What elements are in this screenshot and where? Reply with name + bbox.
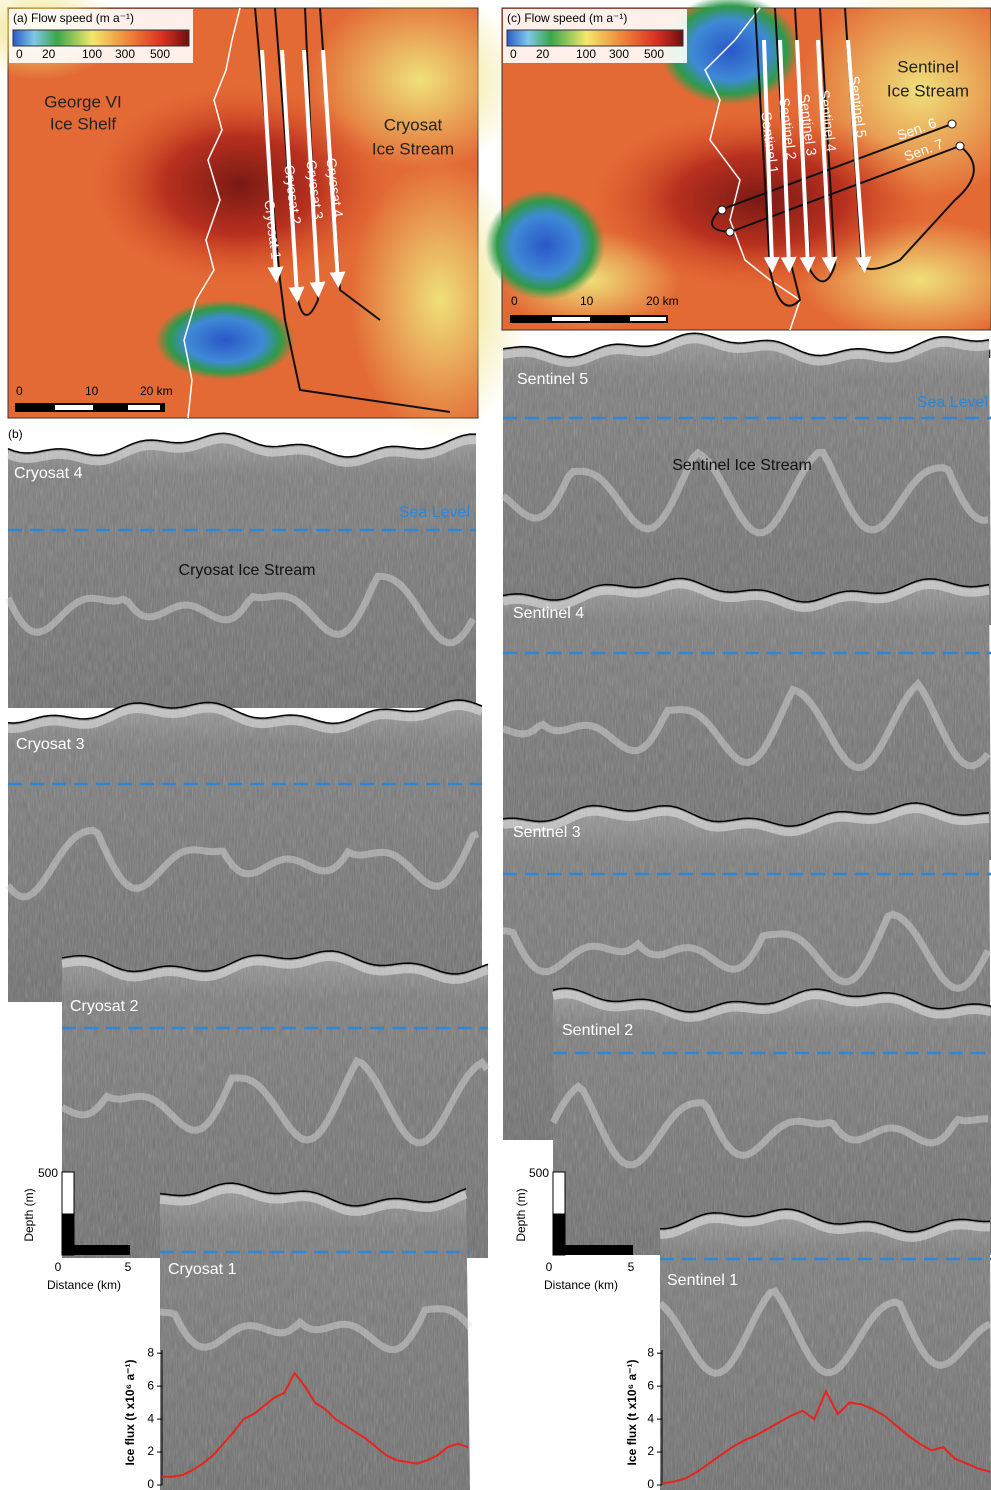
colorbar-tick: 0	[510, 47, 517, 61]
figure: Cryosat 1 Cryosat 2 Cryosat 3 Cryosat 4 …	[0, 0, 991, 1490]
colorbar-tick: 500	[644, 47, 664, 61]
place-label: Cryosat	[384, 115, 443, 134]
track-end	[718, 206, 726, 214]
y-axis-label: Ice flux (t x10⁶ a⁻¹)	[123, 1360, 137, 1466]
map-a: Cryosat 1 Cryosat 2 Cryosat 3 Cryosat 4 …	[0, 0, 530, 440]
radargrams: Cryosat 4 Cryosat 3 Sentinel 5 Sentinel 4 Se…	[8, 333, 991, 1490]
depth-tick: 500	[529, 1166, 549, 1180]
scale-label: 20 km	[646, 294, 679, 308]
map-shade	[155, 300, 295, 380]
depth-label: Depth (m)	[514, 1188, 528, 1241]
radar-noise	[160, 1183, 470, 1490]
y-tick-label: 8	[647, 1345, 654, 1359]
distance-tick: 5	[125, 1260, 132, 1274]
profile-label: Sentinel 1	[667, 1272, 738, 1289]
colorbar-tick: 20	[42, 47, 56, 61]
track-end	[956, 142, 964, 150]
feature-label: Cryosat Ice Stream	[179, 562, 316, 579]
map-shade	[485, 190, 605, 300]
colorbar-tick: 300	[609, 47, 629, 61]
map-shade	[90, 85, 390, 285]
legend-title: (c) Flow speed (m a⁻¹)	[507, 11, 627, 25]
track-end	[726, 228, 734, 236]
y-tick-label: 4	[147, 1411, 154, 1425]
distance-label: Distance (km)	[47, 1278, 121, 1292]
y-tick-label: 4	[647, 1411, 654, 1425]
y-tick-label: 6	[147, 1378, 154, 1392]
scale-bar	[55, 405, 93, 410]
distance-label: Distance (km)	[544, 1278, 618, 1292]
y-tick-label: 0	[647, 1477, 654, 1490]
profile-label: Sentnel 3	[513, 824, 581, 841]
distance-tick: 5	[628, 1260, 635, 1274]
scale-label: 10	[580, 294, 594, 308]
track-end	[948, 120, 956, 128]
colorbar-tick: 0	[16, 47, 23, 61]
place-label: Ice Stream	[372, 139, 454, 158]
scale-bar	[552, 317, 590, 321]
feature-label: Sentinel Ice Stream	[672, 457, 812, 474]
scale-label: 0	[16, 384, 23, 398]
profile-label: Sentinel 5	[517, 371, 588, 388]
y-tick-label: 2	[647, 1444, 654, 1458]
scale-label: 20 km	[140, 384, 173, 398]
map-shade	[590, 110, 930, 290]
profile-label: Sentinel 2	[562, 1022, 633, 1039]
distance-tick: 0	[55, 1260, 62, 1274]
y-tick-label: 6	[647, 1378, 654, 1392]
y-tick-label: 8	[147, 1345, 154, 1359]
scale-label: 10	[85, 384, 99, 398]
distance-bar	[62, 1245, 130, 1255]
profile-label: Cryosat 1	[168, 1261, 237, 1278]
scale-label: 0	[511, 294, 518, 308]
map-c: Sentinel 1 Sentinel 2 Sentinel 3 Sentine…	[485, 0, 991, 340]
y-tick-label: 0	[147, 1477, 154, 1490]
profile-label: Cryosat 3	[16, 736, 85, 753]
profile-label: Cryosat 4	[14, 465, 83, 482]
legend-title: (a) Flow speed (m a⁻¹)	[13, 11, 134, 25]
place-label: Sentinel	[897, 57, 958, 76]
colorbar-tick: 100	[82, 47, 102, 61]
colorbar-tick: 100	[576, 47, 596, 61]
profile-label: Cryosat 2	[70, 998, 139, 1015]
sea-level-label: Sea Level	[917, 394, 988, 411]
place-label: George VI	[44, 92, 122, 111]
sea-level-label: Sea Level	[399, 504, 470, 521]
place-label: Ice Shelf	[50, 114, 116, 133]
colorbar-tick: 300	[115, 47, 135, 61]
radargram: Cryosat 1	[160, 1183, 470, 1490]
y-tick-label: 2	[147, 1444, 154, 1458]
colorbar	[13, 30, 189, 46]
y-axis-label: Ice flux (t x10⁶ a⁻¹)	[625, 1360, 639, 1466]
colorbar-tick: 20	[536, 47, 550, 61]
colorbar-tick: 500	[150, 47, 170, 61]
profile-label: Sentinel 4	[513, 605, 584, 622]
panel-label: (b)	[8, 427, 23, 441]
scale-bar	[630, 317, 666, 321]
depth-tick: 500	[38, 1166, 58, 1180]
distance-bar	[553, 1245, 633, 1255]
depth-label: Depth (m)	[22, 1188, 36, 1241]
scale-bar	[128, 405, 160, 410]
colorbar	[507, 30, 683, 46]
distance-tick: 0	[546, 1260, 553, 1274]
place-label: Ice Stream	[887, 81, 969, 100]
